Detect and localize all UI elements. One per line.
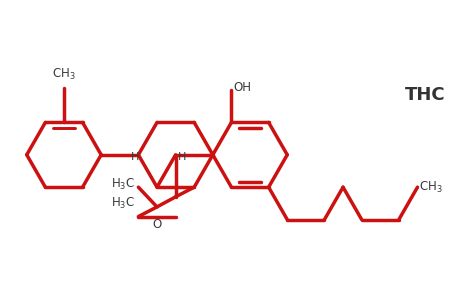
Text: H: H xyxy=(131,152,139,162)
Text: H: H xyxy=(177,152,186,162)
Text: OH: OH xyxy=(233,81,251,94)
Text: CH$_3$: CH$_3$ xyxy=(419,180,443,195)
Text: O: O xyxy=(152,218,162,231)
Text: THC: THC xyxy=(405,86,445,104)
Text: CH$_3$: CH$_3$ xyxy=(52,67,76,82)
Text: H$_3$C: H$_3$C xyxy=(110,177,135,192)
Text: H$_3$C: H$_3$C xyxy=(110,196,135,211)
